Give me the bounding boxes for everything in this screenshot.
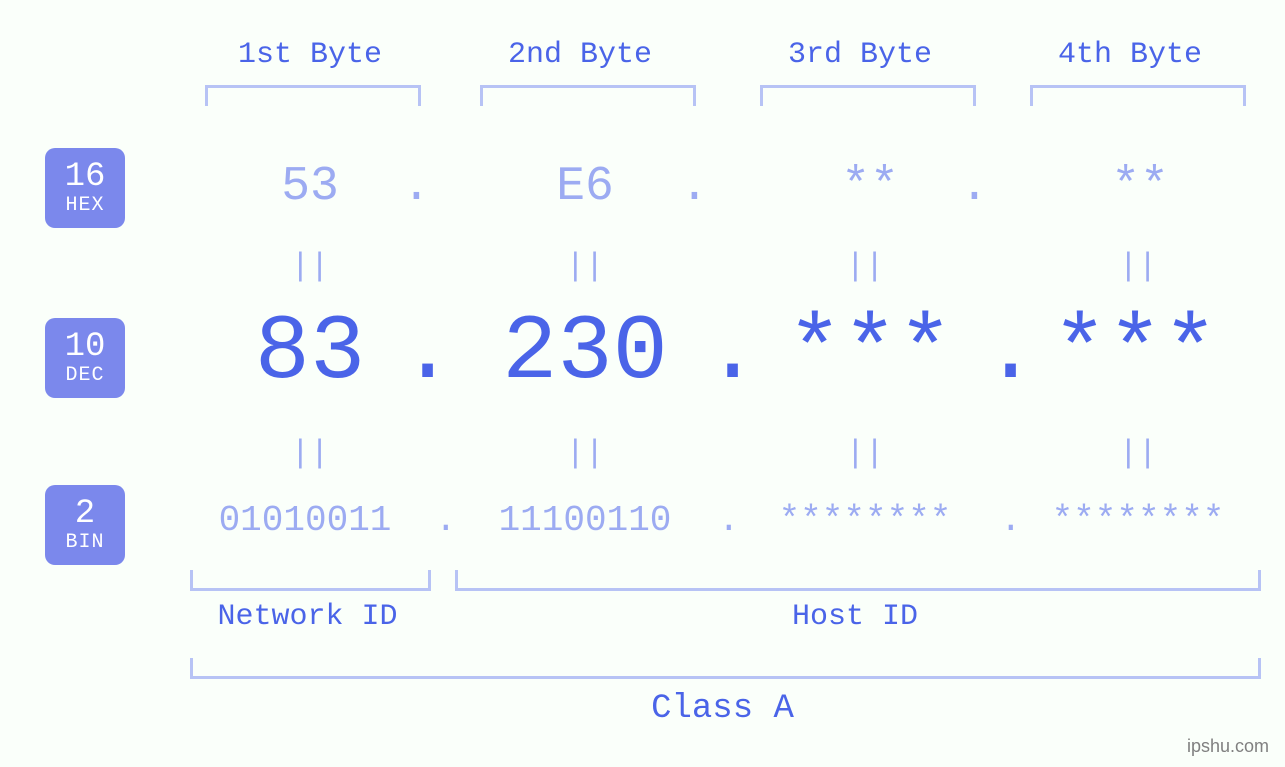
byte-bracket-4	[1030, 85, 1246, 106]
bin-dot-3: .	[1000, 500, 1020, 541]
equals-2-3: ||	[845, 435, 885, 472]
dec-dot-1: .	[400, 300, 440, 405]
hex-value-3: **	[800, 160, 940, 214]
badge-hex-name: HEX	[45, 195, 125, 216]
bin-value-2: 11100110	[465, 500, 705, 541]
badge-hex-base: 16	[45, 160, 125, 196]
class-label: Class A	[190, 690, 1255, 728]
equals-2-4: ||	[1118, 435, 1158, 472]
bin-value-3: ********	[745, 500, 985, 541]
equals-1-4: ||	[1118, 248, 1158, 285]
dec-value-2: 230	[455, 300, 715, 405]
hex-dot-3: .	[960, 160, 980, 214]
badge-dec-name: DEC	[45, 365, 125, 386]
class-bracket	[190, 658, 1261, 679]
byte-label-1: 1st Byte	[200, 38, 420, 72]
hex-value-4: **	[1070, 160, 1210, 214]
bin-value-4: ********	[1018, 500, 1258, 541]
base-badge-bin: 2 BIN	[45, 485, 125, 565]
equals-2-2: ||	[565, 435, 605, 472]
network-id-label: Network ID	[190, 600, 425, 634]
hex-value-2: E6	[515, 160, 655, 214]
hex-value-1: 53	[240, 160, 380, 214]
dec-value-3: ***	[740, 300, 1000, 405]
bin-dot-2: .	[718, 500, 738, 541]
byte-label-2: 2nd Byte	[470, 38, 690, 72]
base-badge-hex: 16 HEX	[45, 148, 125, 228]
byte-bracket-1	[205, 85, 421, 106]
badge-bin-name: BIN	[45, 532, 125, 553]
equals-1-3: ||	[845, 248, 885, 285]
network-id-bracket	[190, 570, 431, 591]
dec-dot-2: .	[705, 300, 745, 405]
bin-dot-1: .	[435, 500, 455, 541]
equals-1-2: ||	[565, 248, 605, 285]
watermark: ipshu.com	[1187, 736, 1269, 757]
byte-bracket-2	[480, 85, 696, 106]
badge-bin-base: 2	[45, 497, 125, 533]
byte-label-4: 4th Byte	[1020, 38, 1240, 72]
base-badge-dec: 10 DEC	[45, 318, 125, 398]
ip-byte-diagram: 1st Byte 2nd Byte 3rd Byte 4th Byte 16 H…	[0, 0, 1285, 767]
dec-value-4: ***	[1005, 300, 1265, 405]
dec-value-1: 83	[205, 300, 415, 405]
equals-1-1: ||	[290, 248, 330, 285]
byte-bracket-3	[760, 85, 976, 106]
bin-value-1: 01010011	[185, 500, 425, 541]
byte-label-3: 3rd Byte	[750, 38, 970, 72]
hex-dot-1: .	[402, 160, 422, 214]
host-id-bracket	[455, 570, 1261, 591]
equals-2-1: ||	[290, 435, 330, 472]
hex-dot-2: .	[680, 160, 700, 214]
badge-dec-base: 10	[45, 330, 125, 366]
host-id-label: Host ID	[455, 600, 1255, 634]
